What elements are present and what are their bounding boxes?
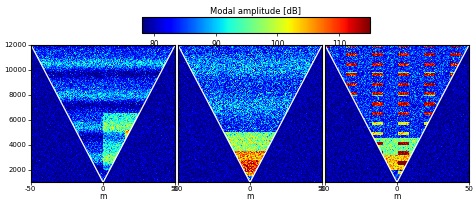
X-axis label: m: m xyxy=(393,192,401,201)
X-axis label: m: m xyxy=(246,192,254,201)
X-axis label: m: m xyxy=(100,192,107,201)
Y-axis label: f [Hz]: f [Hz] xyxy=(0,103,1,124)
Title: Modal amplitude [dB]: Modal amplitude [dB] xyxy=(210,7,301,16)
